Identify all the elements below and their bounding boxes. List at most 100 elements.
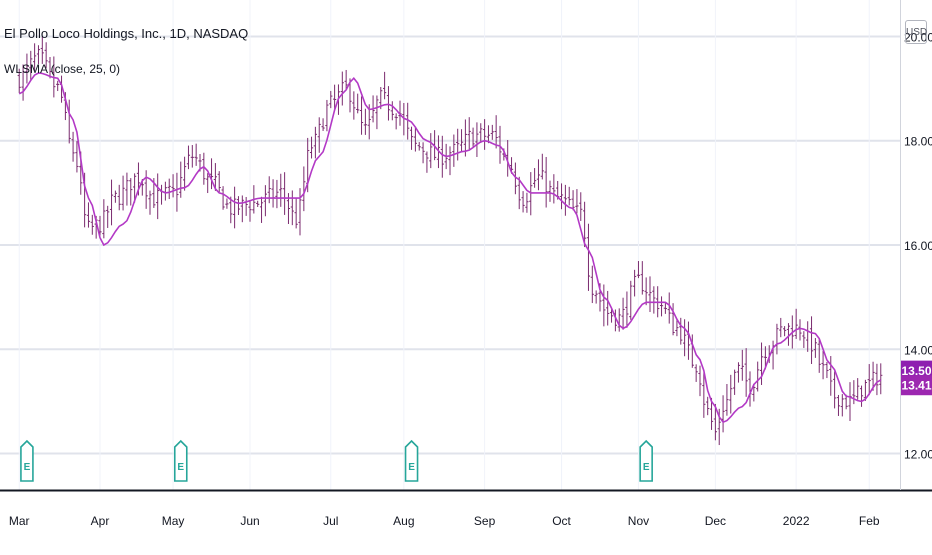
- ohlc-bar: [756, 361, 760, 392]
- ohlc-bar: [290, 190, 294, 226]
- ohlc-bar: [209, 158, 214, 190]
- ohlc-bar: [686, 321, 691, 360]
- ohlc-bar: [113, 190, 117, 203]
- ohlc-bar: [75, 141, 79, 173]
- ohlc-bar: [206, 173, 210, 194]
- ohlc-bar: [171, 174, 175, 198]
- ohlc-bar: [867, 364, 871, 396]
- ohlc-bar: [794, 308, 798, 339]
- ohlc-bar: [548, 180, 552, 202]
- ohlc-bar: [90, 214, 94, 235]
- ohlc-bar: [429, 133, 433, 169]
- ohlc-bar: [21, 64, 25, 101]
- earnings-marker[interactable]: E: [173, 439, 188, 482]
- ohlc-bar: [871, 361, 875, 391]
- ohlc-bar: [544, 156, 548, 208]
- ohlc-bar: [475, 122, 479, 157]
- ohlc-bar: [852, 380, 856, 405]
- ohlc-bar: [352, 91, 356, 120]
- ohlc-bar: [590, 265, 594, 304]
- ohlc-bar: [875, 363, 879, 396]
- x-tick-label: Oct: [552, 514, 571, 528]
- ohlc-bar: [256, 200, 260, 207]
- earnings-letter: E: [177, 462, 184, 473]
- ohlc-bar: [571, 190, 575, 211]
- ohlc-bar: [559, 183, 564, 210]
- x-tick-label: 2022: [783, 514, 810, 528]
- ohlc-bar: [129, 178, 133, 206]
- ohlc-bar: [575, 189, 579, 214]
- ohlc-bar: [721, 395, 725, 433]
- ohlc-bar: [698, 365, 702, 397]
- ohlc-bar: [602, 284, 606, 327]
- ohlc-bar: [879, 363, 883, 395]
- ohlc-bar: [786, 323, 791, 346]
- ohlc-bar: [233, 186, 237, 229]
- ohlc-bar: [821, 350, 825, 380]
- ohlc-bar: [675, 318, 679, 337]
- ohlc-bar: [36, 45, 41, 65]
- y-tick-label: 18.00: [904, 135, 932, 149]
- ohlc-bar: [740, 349, 744, 381]
- ohlc-bar: [471, 127, 475, 147]
- ohlc-bar: [736, 362, 741, 383]
- ohlc-bar: [633, 269, 637, 297]
- ohlc-bar: [702, 372, 706, 418]
- ohlc-bar: [694, 364, 698, 382]
- ohlc-bar: [183, 156, 187, 191]
- earnings-letter: E: [643, 462, 650, 473]
- ohlc-bar: [498, 125, 502, 164]
- y-tick-label: 12.00: [904, 448, 932, 462]
- x-tick-label: Feb: [859, 514, 880, 528]
- ohlc-bar: [683, 319, 687, 357]
- wlsma-line: [18, 72, 882, 424]
- ohlc-bar: [283, 172, 287, 215]
- ohlc-bar: [117, 184, 121, 211]
- ohlc-bar: [86, 202, 91, 228]
- ohlc-bar: [609, 309, 614, 323]
- ohlc-bar: [294, 198, 298, 229]
- currency-button[interactable]: USD: [905, 20, 927, 44]
- ohlc-bar: [148, 190, 152, 215]
- ohlc-bar: [356, 93, 360, 114]
- earnings-marker[interactable]: E: [639, 439, 653, 482]
- ohlc-bar: [248, 200, 252, 222]
- ohlc-bar: [606, 290, 610, 326]
- ohlc-bar: [394, 113, 398, 130]
- ohlc-bar: [552, 174, 556, 204]
- symbol-legend[interactable]: El Pollo Loco Holdings, Inc., 1D, NASDAQ: [4, 26, 249, 41]
- ohlc-bar: [25, 53, 29, 84]
- grid: [0, 0, 900, 490]
- ohlc-bar: [679, 317, 683, 345]
- ohlc-bar: [375, 95, 379, 130]
- ohlc-bar: [144, 170, 148, 209]
- ohlc-bar: [625, 291, 629, 328]
- y-tick-label: 20.00: [904, 30, 932, 44]
- ohlc-bar: [229, 196, 233, 224]
- earnings-marker[interactable]: E: [20, 439, 34, 482]
- ohlc-bar: [640, 261, 644, 295]
- ohlc-bar: [844, 394, 848, 410]
- ohlc-bar: [659, 296, 664, 317]
- ohlc-bar: [709, 397, 714, 430]
- ohlc-bar: [159, 184, 164, 205]
- ohlc-bar: [167, 178, 171, 200]
- ohlc-bar: [456, 128, 460, 161]
- ohlc-bar: [648, 276, 652, 313]
- x-tick-label: Dec: [705, 514, 726, 528]
- indicator-legend[interactable]: WLSMA (close, 25, 0): [4, 62, 121, 76]
- ohlc-bar: [344, 69, 348, 89]
- ohlc-bar: [417, 142, 421, 151]
- ohlc-bar: [56, 80, 60, 92]
- ohlc-bar: [71, 131, 75, 162]
- earnings-marker[interactable]: E: [404, 439, 419, 482]
- ohlc-bar: [340, 71, 344, 106]
- ohlc-bar: [240, 195, 244, 223]
- ohlc-bar: [490, 124, 494, 140]
- ohlc-bar: [125, 172, 129, 206]
- ohlc-bar: [483, 119, 487, 150]
- ohlc-bar: [463, 119, 467, 157]
